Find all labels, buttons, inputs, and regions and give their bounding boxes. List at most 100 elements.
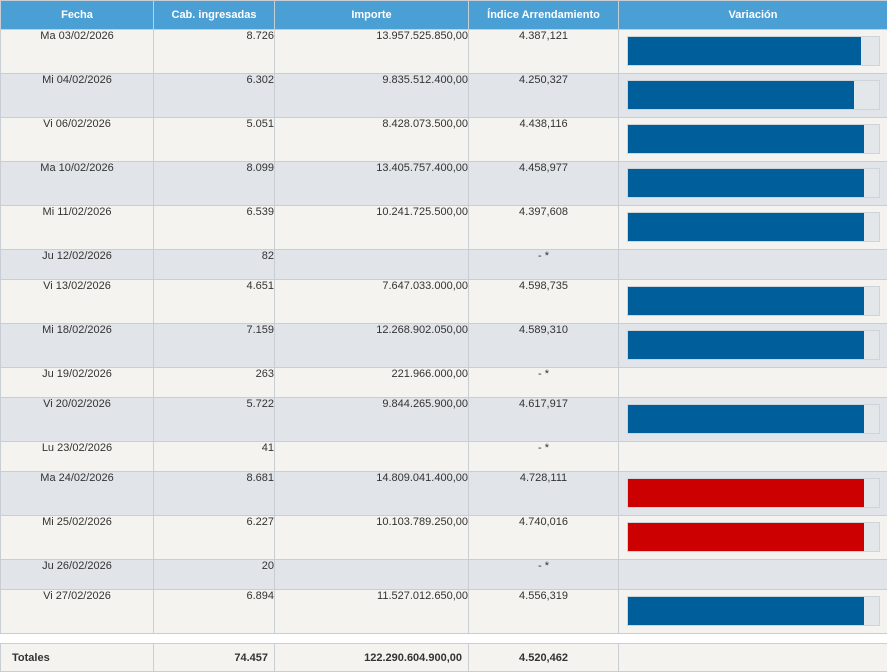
totals-cab: 74.457 xyxy=(154,644,275,672)
totals-row: Totales 74.457 122.290.604.900,00 4.520,… xyxy=(1,644,887,672)
cell-fecha: Ju 26/02/2026 xyxy=(1,560,154,590)
cell-variacion xyxy=(619,560,887,590)
variacion-bar-fill xyxy=(628,597,864,625)
cell-indice: 4.250,327 xyxy=(469,74,619,118)
header-importe[interactable]: Importe xyxy=(275,1,469,30)
variacion-bar xyxy=(627,212,880,242)
cell-fecha: Ma 10/02/2026 xyxy=(1,162,154,206)
cell-indice: 4.589,310 xyxy=(469,324,619,368)
cell-importe: 7.647.033.000,00 xyxy=(275,280,469,324)
table-header: Fecha Cab. ingresadas Importe Índice Arr… xyxy=(1,1,887,30)
cell-cab-ingresadas: 41 xyxy=(154,442,275,472)
cell-variacion xyxy=(619,162,887,206)
cell-variacion xyxy=(619,280,887,324)
cell-indice: 4.617,917 xyxy=(469,398,619,442)
cell-cab-ingresadas: 263 xyxy=(154,368,275,398)
header-fecha[interactable]: Fecha xyxy=(1,1,154,30)
cell-fecha: Mi 18/02/2026 xyxy=(1,324,154,368)
variacion-bar xyxy=(627,404,880,434)
variacion-bar xyxy=(627,80,880,110)
header-indice-arrendamiento[interactable]: Índice Arrendamiento xyxy=(469,1,619,30)
cell-cab-ingresadas: 6.539 xyxy=(154,206,275,250)
variacion-bar-fill xyxy=(628,287,864,315)
cell-indice: - * xyxy=(469,368,619,398)
cell-cab-ingresadas: 7.159 xyxy=(154,324,275,368)
cell-fecha: Mi 11/02/2026 xyxy=(1,206,154,250)
cell-indice: 4.438,116 xyxy=(469,118,619,162)
cell-fecha: Ju 12/02/2026 xyxy=(1,250,154,280)
cell-fecha: Mi 25/02/2026 xyxy=(1,516,154,560)
variacion-bar-fill xyxy=(628,523,864,551)
cell-indice: 4.387,121 xyxy=(469,30,619,74)
cell-cab-ingresadas: 8.726 xyxy=(154,30,275,74)
cell-variacion xyxy=(619,590,887,634)
variacion-bar-fill xyxy=(628,37,861,65)
cell-fecha: Lu 23/02/2026 xyxy=(1,442,154,472)
variacion-bar xyxy=(627,286,880,316)
footer-spacer xyxy=(1,634,887,644)
cell-cab-ingresadas: 6.894 xyxy=(154,590,275,634)
cell-importe: 9.844.265.900,00 xyxy=(275,398,469,442)
cell-importe: 221.966.000,00 xyxy=(275,368,469,398)
cell-cab-ingresadas: 4.651 xyxy=(154,280,275,324)
cell-importe: 10.103.789.250,00 xyxy=(275,516,469,560)
cell-importe: 10.241.725.500,00 xyxy=(275,206,469,250)
cell-variacion xyxy=(619,118,887,162)
cell-variacion xyxy=(619,368,887,398)
cell-indice: 4.598,735 xyxy=(469,280,619,324)
cell-fecha: Ju 19/02/2026 xyxy=(1,368,154,398)
cell-variacion xyxy=(619,398,887,442)
cell-importe xyxy=(275,442,469,472)
header-variacion[interactable]: Variación xyxy=(619,1,887,30)
cell-importe: 13.957.525.850,00 xyxy=(275,30,469,74)
cell-indice: 4.458,977 xyxy=(469,162,619,206)
variacion-bar xyxy=(627,478,880,508)
variacion-bar-fill xyxy=(628,405,864,433)
cell-importe: 13.405.757.400,00 xyxy=(275,162,469,206)
variacion-bar-fill xyxy=(628,169,864,197)
totals-label: Totales xyxy=(1,644,154,672)
cell-cab-ingresadas: 6.302 xyxy=(154,74,275,118)
variacion-bar-fill xyxy=(628,479,864,507)
header-cab-ingresadas[interactable]: Cab. ingresadas xyxy=(154,1,275,30)
cell-cab-ingresadas: 5.722 xyxy=(154,398,275,442)
cell-indice: - * xyxy=(469,560,619,590)
totals-importe: 122.290.604.900,00 xyxy=(275,644,469,672)
variacion-bar xyxy=(627,596,880,626)
spacer-cell xyxy=(1,634,887,644)
cell-variacion xyxy=(619,30,887,74)
variacion-bar-fill xyxy=(628,213,864,241)
cell-cab-ingresadas: 6.227 xyxy=(154,516,275,560)
cell-importe: 12.268.902.050,00 xyxy=(275,324,469,368)
cell-fecha: Vi 06/02/2026 xyxy=(1,118,154,162)
cell-variacion xyxy=(619,442,887,472)
cell-importe xyxy=(275,250,469,280)
cell-fecha: Ma 24/02/2026 xyxy=(1,472,154,516)
cell-variacion xyxy=(619,206,887,250)
cell-indice: - * xyxy=(469,250,619,280)
cell-fecha: Vi 13/02/2026 xyxy=(1,280,154,324)
totals-variacion xyxy=(619,644,887,672)
cell-fecha: Ma 03/02/2026 xyxy=(1,30,154,74)
cell-cab-ingresadas: 5.051 xyxy=(154,118,275,162)
cell-indice: 4.728,111 xyxy=(469,472,619,516)
cell-indice: 4.740,016 xyxy=(469,516,619,560)
cell-cab-ingresadas: 8.099 xyxy=(154,162,275,206)
cell-fecha: Mi 04/02/2026 xyxy=(1,74,154,118)
cell-importe xyxy=(275,560,469,590)
cell-cab-ingresadas: 82 xyxy=(154,250,275,280)
cell-fecha: Vi 27/02/2026 xyxy=(1,590,154,634)
